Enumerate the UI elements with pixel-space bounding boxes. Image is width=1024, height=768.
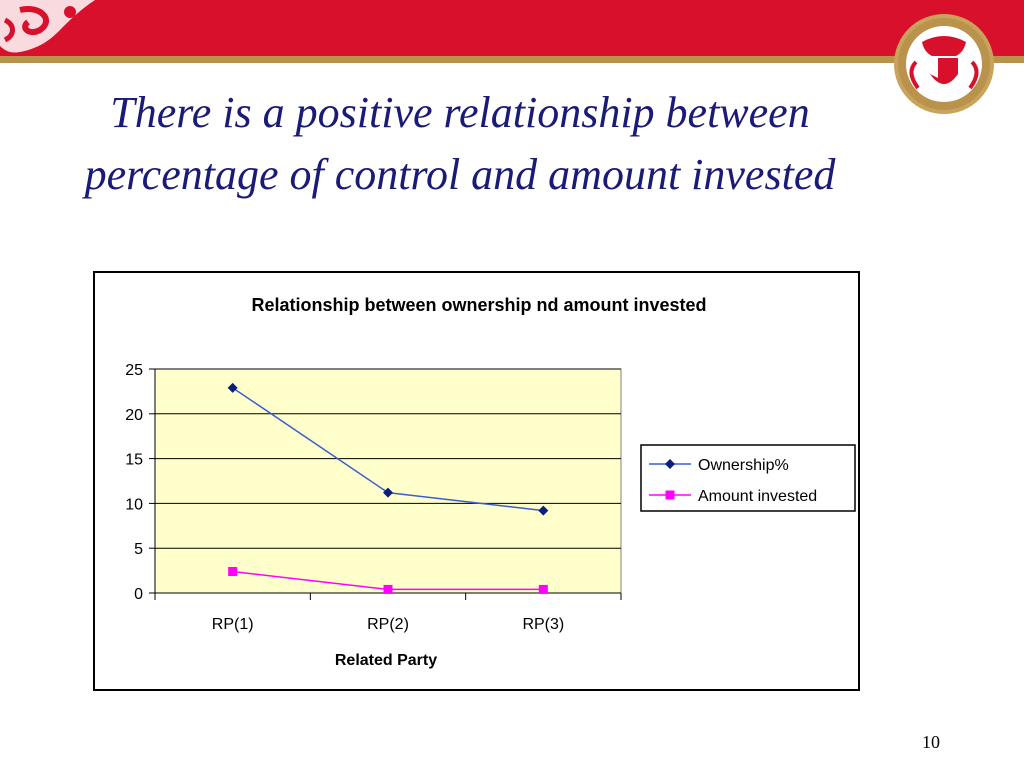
header-band [0, 0, 1024, 56]
legend-label: Ownership% [698, 457, 789, 474]
plot-area [154, 368, 622, 594]
x-tick-label: RP(3) [522, 616, 564, 633]
slide-title: There is a positive relationship between… [84, 88, 836, 199]
legend-marker [665, 490, 675, 500]
line-chart: Relationship between ownership nd amount… [125, 295, 856, 669]
x-axis-label: Related Party [335, 652, 437, 669]
y-tick-label: 15 [125, 452, 143, 469]
data-point [228, 566, 238, 576]
x-tick-label: RP(2) [367, 616, 409, 633]
y-tick-label: 25 [125, 362, 143, 379]
emblem-icon [894, 14, 994, 114]
chart-frame: Relationship between ownership nd amount… [93, 271, 860, 691]
x-tick-label: RP(1) [212, 616, 254, 633]
header-gold-stripe [0, 56, 1024, 63]
data-point [538, 584, 548, 594]
y-tick-label: 5 [134, 541, 143, 558]
legend-label: Amount invested [698, 488, 817, 505]
chart-title: Relationship between ownership nd amount… [251, 295, 706, 315]
y-tick-label: 10 [125, 496, 143, 513]
ornament-icon [0, 0, 95, 53]
data-point [383, 584, 393, 594]
y-tick-label: 20 [125, 407, 143, 424]
data-point [383, 487, 393, 498]
y-tick-label: 0 [134, 586, 143, 603]
page-number: 10 [922, 732, 940, 752]
data-point [227, 382, 238, 393]
legend-box [640, 444, 856, 512]
legend-marker [665, 459, 675, 469]
data-point [538, 505, 549, 516]
